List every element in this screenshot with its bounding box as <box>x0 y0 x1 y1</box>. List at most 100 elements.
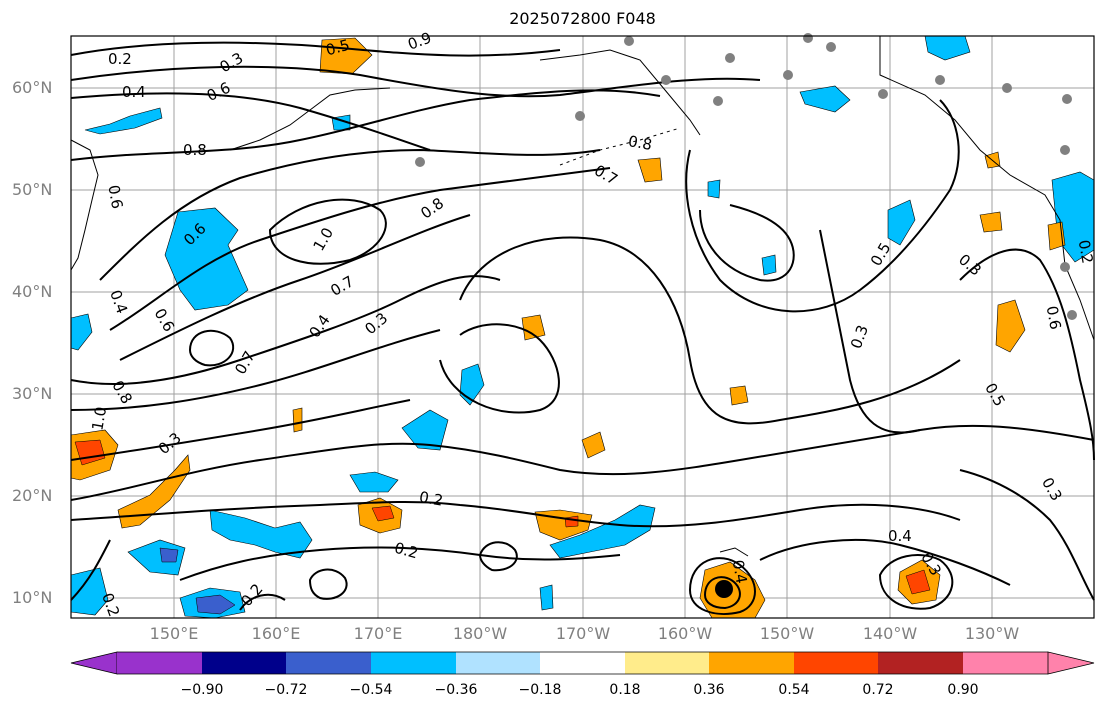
shade-region <box>581 431 606 459</box>
station-markers <box>415 33 1077 320</box>
contour-label: 0.8 <box>183 141 207 159</box>
colorbar-segment <box>117 652 202 674</box>
contour-label: 0.5 <box>324 36 352 60</box>
station-marker <box>826 42 836 52</box>
shade-region <box>195 594 236 615</box>
contour-line <box>70 424 1095 501</box>
contour-line <box>119 214 471 361</box>
coastline-alaska <box>539 49 701 136</box>
shade-region <box>539 584 554 611</box>
lat-label: 10°N <box>12 588 53 607</box>
colorbar-segment <box>625 652 709 674</box>
shade-region <box>905 569 931 595</box>
contour-line <box>439 323 560 414</box>
lat-label: 30°N <box>12 384 53 403</box>
shade-region <box>159 547 179 563</box>
contour-line <box>188 329 235 367</box>
colorbar <box>70 651 1095 675</box>
map-title: 2025072800 F048 <box>509 9 656 28</box>
station-marker <box>713 96 723 106</box>
coastline-asia <box>70 139 99 271</box>
contour-line <box>179 546 621 581</box>
station-marker <box>1060 262 1070 272</box>
contour-line <box>70 539 111 601</box>
map-frame <box>70 35 1095 619</box>
contour-line <box>70 500 961 528</box>
contour-line <box>699 204 795 282</box>
shade-region <box>117 454 191 529</box>
contour-line <box>268 198 387 265</box>
station-marker <box>624 36 634 46</box>
contour-line <box>959 248 1095 461</box>
lon-label: 150°W <box>759 624 815 643</box>
shade-region <box>292 407 303 433</box>
colorbar-tick-label: 0.18 <box>609 682 641 698</box>
station-marker <box>575 111 585 121</box>
lon-label: 130°W <box>964 624 1020 643</box>
contour-line <box>703 576 741 610</box>
contour-label: 1.0 <box>88 405 110 432</box>
contour-line <box>308 568 348 600</box>
station-marker <box>803 33 813 43</box>
lon-label: 140°W <box>862 624 918 643</box>
colorbar-segment <box>963 652 1048 674</box>
contour-label: 0.4 <box>729 558 751 585</box>
station-marker <box>935 75 945 85</box>
colorbar-tick-label: 0.90 <box>947 682 979 698</box>
shade-region <box>164 207 249 311</box>
colorbar-segment <box>540 652 625 674</box>
colorbar-extend-low <box>70 651 118 675</box>
contour-line <box>70 92 431 151</box>
coastline-aleutians <box>559 127 681 166</box>
contour-line <box>70 65 761 98</box>
colorbar-tick-label: 0.54 <box>778 682 810 698</box>
contour-line <box>819 229 921 434</box>
station-marker <box>783 70 793 80</box>
contour-line <box>70 329 441 411</box>
shade-region <box>371 505 395 522</box>
coastline-north-america <box>879 36 1095 341</box>
shade-region <box>979 211 1003 233</box>
colorbar-tick-label: 0.36 <box>693 682 725 698</box>
shade-region <box>521 314 546 341</box>
contour-line <box>759 539 1011 586</box>
colorbar-segment <box>709 652 794 674</box>
storm-center-marker <box>715 580 733 598</box>
shade-region <box>799 85 851 113</box>
contour-line <box>459 236 961 425</box>
colorbar-tick-label: −0.54 <box>349 682 393 698</box>
shade-region <box>887 199 916 246</box>
colorbar-segment <box>794 652 878 674</box>
contour-line <box>70 399 411 461</box>
colorbar-segment <box>202 652 286 674</box>
contour-label: 0.2 <box>108 50 132 68</box>
lat-label: 60°N <box>12 78 53 97</box>
contour-line <box>688 557 756 615</box>
shade-region <box>549 504 656 559</box>
shade-region <box>707 179 721 199</box>
colorbar-segment <box>286 652 371 674</box>
contour-line <box>959 469 1095 601</box>
contour-line <box>685 99 960 313</box>
contour-line <box>239 593 286 611</box>
contour-label: 0.4 <box>888 527 912 545</box>
contour-label: 0.4 <box>122 83 146 101</box>
contour-label: 0.2 <box>392 539 420 563</box>
colorbar-tick-label: −0.36 <box>434 682 478 698</box>
shaded-regions <box>70 35 1095 619</box>
lat-label: 40°N <box>12 282 53 301</box>
station-marker <box>1067 310 1077 320</box>
contour-label: 0.8 <box>627 132 654 154</box>
lon-label: 160°E <box>251 624 301 643</box>
colorbar-segment <box>456 652 540 674</box>
contour-label: 0.6 <box>104 184 126 211</box>
shade-region <box>564 515 579 528</box>
lat-label: 50°N <box>12 180 53 199</box>
station-marker <box>415 157 425 167</box>
station-marker <box>661 75 671 85</box>
colorbar-tick-label: −0.72 <box>264 682 308 698</box>
lon-label: 170°E <box>353 624 403 643</box>
shade-region <box>127 539 186 576</box>
station-marker <box>1002 83 1012 93</box>
